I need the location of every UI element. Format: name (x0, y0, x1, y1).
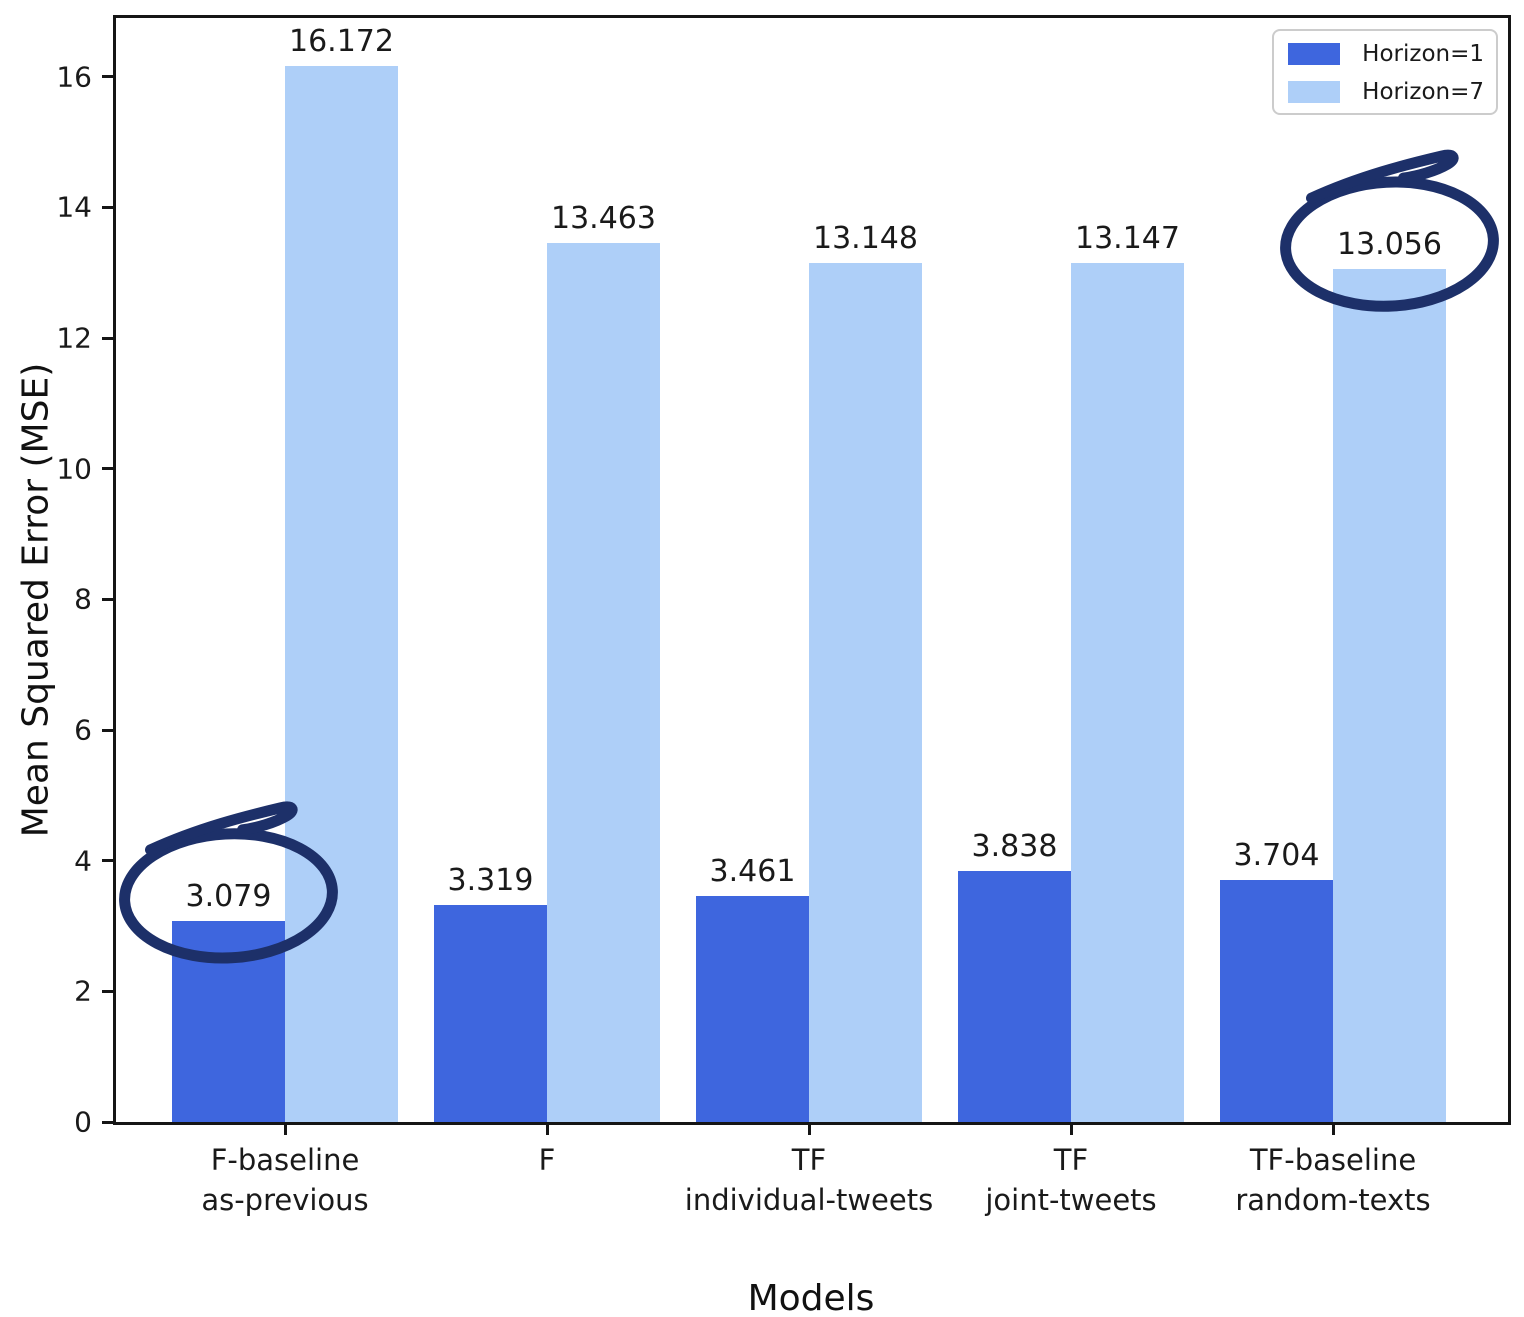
x-category-label-line: joint-tweets (985, 1183, 1157, 1217)
x-category-label-line: individual-tweets (684, 1183, 934, 1217)
y-axis-title: Mean Squared Error (MSE) (15, 362, 57, 838)
x-tick-mark (807, 1122, 811, 1135)
bar-horizon7-1 (547, 242, 660, 1122)
bar-horizon7-4 (1333, 269, 1446, 1122)
y-tick-label: 0 (74, 1105, 92, 1139)
bar-horizon1-1 (434, 905, 547, 1122)
x-axis-title: Models (747, 1278, 875, 1317)
y-tick-label: 16 (56, 60, 92, 94)
x-category-label: TF joint-tweets (985, 1140, 1156, 1220)
y-tick-mark (102, 728, 115, 732)
x-category-label-line: random-texts (1235, 1183, 1431, 1217)
legend-row-horizon7: Horizon=7 (1288, 79, 1484, 105)
x-tick-mark (545, 1122, 549, 1135)
bar-value-label: 13.056 (1337, 227, 1442, 263)
bar-value-label: 16.172 (289, 23, 394, 59)
legend-swatch-horizon1 (1288, 43, 1340, 65)
bar-horizon1-2 (696, 895, 809, 1122)
legend-label-horizon7: Horizon=7 (1362, 79, 1484, 105)
y-tick-label: 4 (74, 844, 92, 878)
bar-horizon1-3 (958, 871, 1071, 1122)
y-tick-mark (102, 989, 115, 993)
bar-value-label: 3.704 (1233, 838, 1320, 874)
x-category-label-line: as-previous (201, 1183, 369, 1217)
y-tick-label: 8 (74, 582, 92, 616)
legend-label-horizon1: Horizon=1 (1362, 41, 1484, 67)
y-tick-mark (102, 597, 115, 601)
y-tick-label: 2 (74, 974, 92, 1008)
legend: Horizon=1 Horizon=7 (1272, 29, 1498, 115)
y-tick-label: 14 (56, 190, 92, 224)
bar-value-label: 13.463 (551, 200, 656, 236)
bar-value-label: 3.838 (971, 829, 1058, 865)
bar-value-label: 3.319 (447, 863, 534, 899)
x-tick-mark (1069, 1122, 1073, 1135)
bar-horizon1-4 (1220, 880, 1333, 1122)
x-category-label: F (539, 1140, 556, 1180)
x-category-label-line: TF (791, 1143, 827, 1177)
bar-value-label: 13.148 (813, 221, 918, 257)
bar-value-label: 3.461 (709, 853, 796, 889)
y-tick-label: 6 (74, 713, 92, 747)
x-category-label-line: TF-baseline (1249, 1143, 1417, 1177)
legend-swatch-horizon7 (1288, 81, 1340, 103)
y-tick-mark (102, 859, 115, 863)
bar-value-label: 13.147 (1075, 221, 1180, 257)
y-tick-mark (102, 1120, 115, 1124)
legend-row-horizon1: Horizon=1 (1288, 41, 1484, 67)
x-tick-mark (283, 1122, 287, 1135)
x-category-label-line: F-baseline (210, 1143, 360, 1177)
bar-horizon7-0 (285, 65, 398, 1122)
y-tick-mark (102, 205, 115, 209)
x-category-label-line: TF (1053, 1143, 1089, 1177)
bar-horizon7-2 (809, 263, 922, 1122)
y-tick-mark (102, 336, 115, 340)
bar-value-label: 3.079 (185, 878, 272, 914)
y-tick-label: 10 (56, 452, 92, 486)
x-tick-mark (1331, 1122, 1335, 1135)
bar-horizon7-3 (1071, 263, 1184, 1122)
x-category-label-line: F (538, 1143, 556, 1177)
x-category-label: TF individual-tweets (685, 1140, 933, 1220)
y-tick-mark (102, 75, 115, 79)
bar-horizon1-0 (172, 920, 285, 1122)
y-tick-mark (102, 467, 115, 471)
x-category-label: F-baseline as-previous (201, 1140, 368, 1220)
x-category-label: TF-baseline random-texts (1235, 1140, 1430, 1220)
y-tick-label: 12 (56, 321, 92, 355)
